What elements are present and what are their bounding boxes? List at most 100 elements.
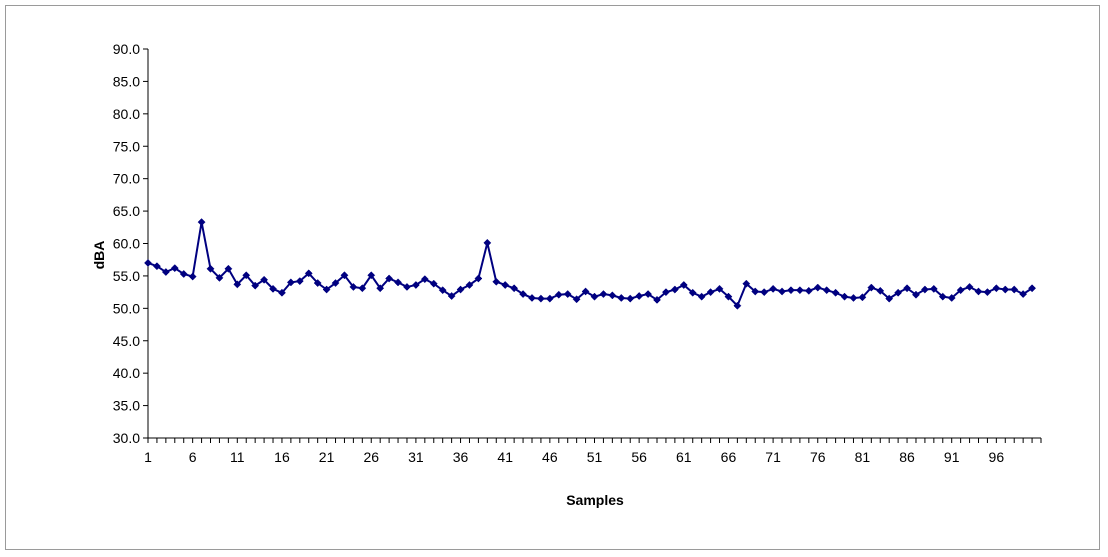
data-point-marker: [438, 286, 447, 295]
x-tick-label: 66: [721, 449, 737, 465]
data-point-marker: [465, 281, 474, 289]
x-tick-label: 96: [989, 449, 1005, 465]
data-point-marker: [152, 262, 161, 271]
data-point-marker: [545, 294, 554, 303]
x-tick-label: 1: [144, 449, 152, 465]
data-point-marker: [474, 274, 483, 283]
data-point-marker: [626, 294, 635, 303]
data-point-marker: [778, 287, 786, 296]
data-point-marker: [1010, 285, 1019, 294]
data-point-marker: [661, 288, 670, 297]
data-point-marker: [635, 292, 644, 300]
data-point-marker: [617, 294, 626, 302]
y-tick-label: 40.0: [113, 365, 140, 381]
data-point-marker: [161, 268, 170, 276]
data-point-marker: [349, 282, 358, 291]
y-axis-ticks: 30.0 35.0 40.0 45.0 50.0 55.0 60.0 65.0 70.0 75.0…: [113, 41, 148, 446]
data-point-marker: [581, 287, 590, 296]
data-point-marker: [510, 284, 519, 293]
data-point-marker: [358, 284, 367, 293]
data-point-marker: [394, 278, 402, 287]
y-tick-label: 75.0: [113, 138, 140, 154]
data-point-marker: [1019, 290, 1028, 299]
data-point-marker: [769, 284, 778, 293]
data-point-marker: [197, 218, 206, 227]
data-point-marker: [528, 294, 536, 302]
data-point-marker: [233, 280, 242, 289]
data-point-marker: [804, 286, 813, 295]
series-group: [144, 218, 1037, 310]
data-point-marker: [277, 288, 286, 297]
data-point-marker: [983, 288, 992, 297]
data-point-marker: [313, 279, 322, 288]
x-tick-label: 16: [274, 449, 290, 465]
x-tick-label: 71: [765, 449, 781, 465]
data-point-marker: [715, 284, 724, 293]
x-tick-label: 76: [810, 449, 826, 465]
x-tick-label: 61: [676, 449, 692, 465]
data-point-marker: [974, 287, 983, 296]
data-point-marker: [554, 290, 563, 299]
data-point-marker: [322, 285, 331, 294]
data-point-marker: [519, 290, 528, 299]
x-tick-label: 81: [855, 449, 871, 465]
y-tick-label: 80.0: [113, 106, 140, 122]
data-point-marker: [251, 281, 260, 290]
x-tick-label: 26: [363, 449, 379, 465]
axes: [147, 49, 1041, 439]
data-point-marker: [670, 285, 679, 294]
y-tick-label: 30.0: [113, 430, 140, 446]
data-point-marker: [179, 270, 188, 278]
data-point-marker: [965, 282, 974, 291]
data-point-marker: [849, 294, 858, 302]
x-tick-label: 41: [497, 449, 513, 465]
data-point-marker: [536, 294, 545, 303]
data-point-marker: [938, 292, 947, 301]
data-point-marker: [724, 292, 733, 301]
data-point-marker: [501, 281, 510, 289]
data-point-marker: [304, 269, 313, 278]
data-point-marker: [242, 271, 251, 280]
data-point-marker: [215, 273, 224, 282]
y-tick-label: 35.0: [113, 398, 140, 414]
data-point-marker: [340, 271, 349, 280]
data-point-marker: [447, 292, 456, 300]
data-point-marker: [331, 279, 340, 288]
series-line: [147, 221, 1033, 308]
data-point-marker: [822, 286, 831, 295]
chart-frame: [5, 5, 1100, 550]
data-point-marker: [411, 281, 420, 289]
y-tick-label: 60.0: [113, 236, 140, 252]
data-point-marker: [385, 274, 394, 283]
x-tick-label: 36: [453, 449, 469, 465]
data-point-marker: [483, 238, 492, 247]
data-point-marker: [269, 284, 277, 293]
data-point-marker: [170, 264, 179, 273]
data-point-marker: [295, 277, 304, 286]
x-axis-title: Samples: [566, 492, 624, 508]
data-point-marker: [903, 284, 912, 293]
data-point-marker: [733, 301, 742, 310]
data-point-marker: [912, 290, 920, 299]
x-tick-label: 21: [319, 449, 335, 465]
data-point-marker: [992, 284, 1001, 293]
data-point-marker: [894, 288, 903, 297]
data-point-marker: [260, 275, 269, 284]
data-point-marker: [644, 290, 653, 299]
data-point-marker: [760, 288, 769, 297]
data-point-marker: [608, 291, 617, 300]
y-tick-label: 45.0: [113, 333, 140, 349]
data-point-marker: [206, 264, 215, 273]
data-point-marker: [813, 283, 822, 292]
data-point-marker: [1001, 285, 1010, 294]
data-point-marker: [563, 290, 572, 299]
data-point-marker: [1028, 284, 1037, 293]
data-point-marker: [429, 279, 438, 288]
y-tick-label: 55.0: [113, 268, 140, 284]
data-point-marker: [599, 290, 608, 299]
x-tick-label: 46: [542, 449, 558, 465]
data-point-marker: [858, 293, 867, 302]
data-point-marker: [590, 292, 599, 301]
data-point-marker: [795, 286, 804, 295]
